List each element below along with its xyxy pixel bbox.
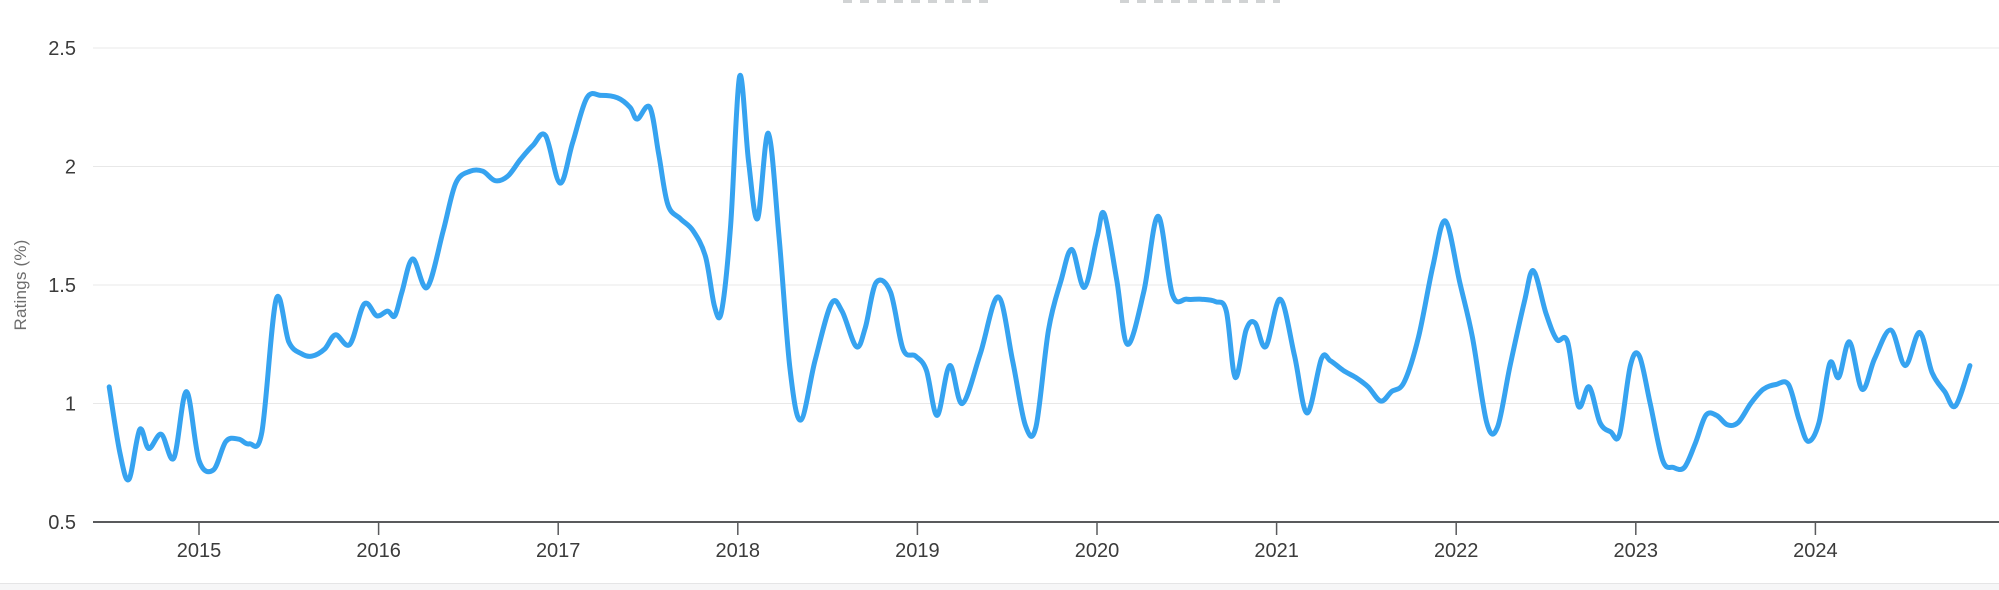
bottom-divider	[0, 583, 1999, 590]
y-tick-label: 0.5	[48, 512, 76, 534]
cropped-title-fragment-left	[843, 0, 991, 3]
x-tick-label: 2023	[1614, 540, 1659, 562]
x-tick-label: 2024	[1793, 540, 1838, 562]
cropped-title-fragment-right	[1120, 0, 1280, 3]
x-tick-label: 2015	[177, 540, 222, 562]
y-tick-label: 1.5	[48, 275, 76, 297]
x-tick-label: 2020	[1075, 540, 1120, 562]
x-tick-label: 2016	[356, 540, 401, 562]
ratings-line-series	[106, 72, 1973, 483]
x-tick-label: 2017	[536, 540, 581, 562]
x-tick-label: 2022	[1434, 540, 1479, 562]
x-tick-label: 2019	[895, 540, 940, 562]
y-tick-label: 2.5	[48, 38, 76, 60]
y-axis-title: Ratings (%)	[11, 239, 30, 331]
y-tick-label: 1	[65, 394, 76, 416]
y-tick-label: 2	[65, 157, 76, 179]
x-tick-label: 2018	[716, 540, 761, 562]
x-tick-label: 2021	[1254, 540, 1299, 562]
